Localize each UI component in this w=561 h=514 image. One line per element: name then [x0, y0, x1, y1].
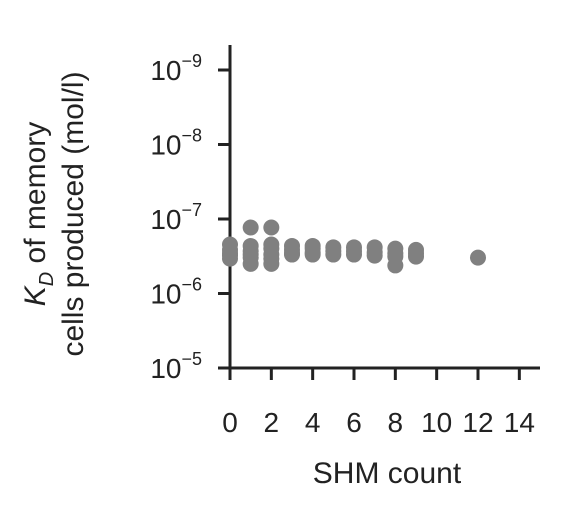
data-point	[263, 255, 280, 272]
x-tick-label: 10	[421, 407, 452, 438]
y-tick-label: 10−5	[150, 349, 202, 384]
y-axis-label-symbol: K	[19, 284, 52, 306]
data-points	[222, 219, 486, 274]
data-point	[242, 255, 259, 272]
data-point	[325, 246, 342, 263]
data-point	[242, 219, 259, 236]
y-axis-label-line1: of memory	[19, 122, 52, 272]
y-tick-label: 10−8	[150, 126, 202, 161]
y-axis-label: KD of memory cells produced (mol/l)	[19, 71, 90, 356]
y-tick-label: 10−9	[150, 51, 202, 86]
x-tick-label: 8	[388, 407, 404, 438]
x-tick-label: 6	[346, 407, 362, 438]
data-point	[284, 246, 300, 263]
y-axis-label-subscript: D	[36, 272, 58, 286]
x-tick-label: 14	[504, 407, 535, 438]
x-tick-label: 4	[305, 407, 321, 438]
x-axis: 0 2 4 6 8 10 12 14	[222, 366, 540, 438]
y-axis-label-line2: cells produced (mol/l)	[57, 71, 90, 356]
data-point	[366, 247, 383, 264]
x-axis-label: SHM count	[313, 457, 462, 490]
data-point	[263, 219, 280, 236]
data-point	[408, 248, 424, 265]
data-point	[222, 250, 238, 267]
svg-text:KD of memory: KD of memory	[19, 122, 58, 307]
data-point	[304, 246, 321, 263]
y-tick-label: 10−7	[150, 200, 202, 235]
data-point	[346, 246, 362, 263]
data-point	[387, 257, 404, 274]
y-axis: 10−9 10−8 10−7 10−6 10−5	[150, 45, 232, 384]
x-tick-label: 2	[264, 407, 280, 438]
y-tick-label: 10−6	[150, 275, 202, 310]
data-point	[470, 249, 486, 266]
x-tick-label: 12	[462, 407, 493, 438]
x-tick-label: 0	[222, 407, 238, 438]
